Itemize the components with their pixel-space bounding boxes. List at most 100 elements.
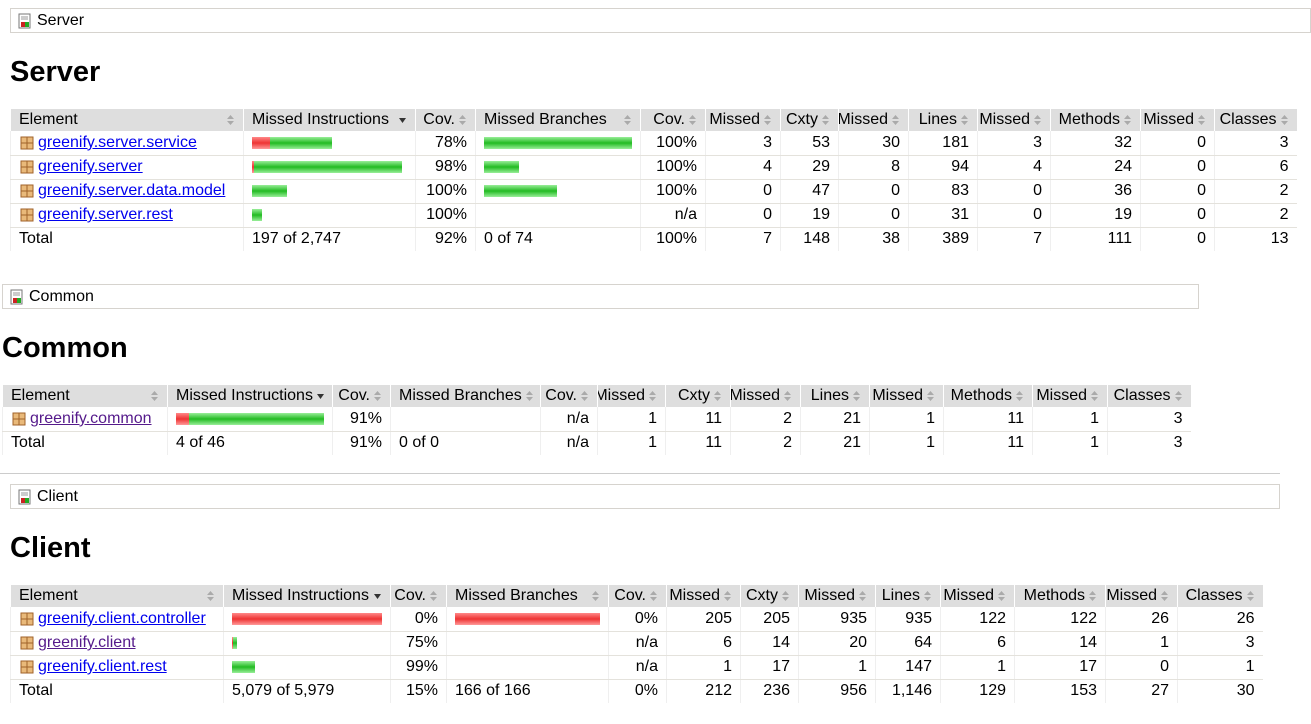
cell: n/a [540, 407, 598, 432]
total-row: Total 4 of 46 91% 0 of 0 n/a 1 11 2 21 1 11 1 3 [2, 431, 1191, 455]
column-header[interactable]: Classes [1107, 385, 1191, 407]
header-cell: Missed Branches [455, 587, 600, 605]
column-header[interactable]: Missed [838, 109, 909, 131]
header-cell: Missed [840, 111, 900, 129]
total-cell: 91% [332, 431, 391, 455]
column-header[interactable]: Cov. [390, 585, 447, 607]
column-header[interactable]: Cov. [640, 109, 706, 131]
package-link[interactable]: greenify.server [38, 158, 143, 175]
coverage-bar [252, 185, 407, 197]
cell: 1 [597, 407, 666, 432]
cell: 1 [940, 655, 1015, 680]
header-label: Missed Instructions [232, 587, 369, 604]
package-link[interactable]: greenify.server.rest [38, 206, 173, 223]
column-header[interactable]: Missed Branches [475, 109, 641, 131]
column-header[interactable]: Lines [875, 585, 941, 607]
header-label: Cov. [394, 587, 426, 604]
cell: 0 [838, 179, 909, 204]
cell: 0 [705, 179, 781, 204]
column-header[interactable]: Missed Instructions [223, 585, 391, 607]
header-label: Lines [918, 111, 957, 128]
covered-bar [254, 161, 402, 173]
header-label: Missed [669, 587, 720, 604]
column-header[interactable]: Methods [1050, 109, 1141, 131]
column-header[interactable]: Methods [1014, 585, 1106, 607]
header-cell: Cov. [614, 587, 658, 605]
total-cell: 13 [1214, 227, 1297, 251]
element-cell: greenify.common [2, 407, 168, 432]
column-header[interactable]: Cxty [780, 109, 839, 131]
column-header[interactable]: Missed [940, 585, 1015, 607]
instructions-bar-cell [243, 179, 416, 204]
cell: 99% [390, 655, 447, 680]
package-link[interactable]: greenify.server.service [38, 133, 197, 151]
cell: 1 [798, 655, 876, 680]
package-link[interactable]: greenify.common [30, 409, 152, 427]
column-header[interactable]: Missed Instructions [167, 385, 333, 407]
column-header[interactable]: Cov. [415, 109, 476, 131]
column-header[interactable]: Lines [800, 385, 870, 407]
table-header: Element Missed Instructions Cov. Missed Bra… [10, 109, 1297, 131]
column-header[interactable]: Lines [908, 109, 978, 131]
cell: 2 [1214, 179, 1297, 204]
column-header[interactable]: Cxty [665, 385, 731, 407]
header-cell: Cxty [746, 587, 790, 605]
cell: 935 [798, 607, 876, 632]
header-cell: Missed [1107, 587, 1169, 605]
cell: 3 [1107, 407, 1191, 432]
package-row: greenify.server 98% 100% 4 29 8 94 4 24 0 6 [10, 155, 1297, 180]
column-header[interactable]: Missed [730, 385, 801, 407]
package-row: greenify.server.data.model 100% 100% 0 47 0 83… [10, 179, 1297, 204]
package-link[interactable]: greenify.server.data.model [38, 182, 226, 199]
missed-bar [232, 612, 382, 625]
covered-bar [252, 185, 287, 197]
cell: 0 [1140, 155, 1215, 180]
cell: n/a [640, 203, 706, 228]
breadcrumb: Server [10, 8, 1311, 33]
column-header[interactable]: Methods [943, 385, 1033, 407]
cell: 94 [908, 155, 978, 180]
header-label: Missed Branches [455, 587, 578, 604]
header-cell: Missed [599, 387, 657, 405]
package-link[interactable]: greenify.client.controller [38, 609, 206, 627]
column-header[interactable]: Cxty [740, 585, 799, 607]
header-cell: Cov. [545, 387, 589, 405]
column-header[interactable]: Missed [977, 109, 1051, 131]
total-cell: 7 [977, 227, 1051, 251]
column-header[interactable]: Missed [1032, 385, 1108, 407]
instructions-bar-cell [223, 655, 391, 680]
header-label: Cov. [338, 387, 370, 404]
column-header[interactable]: Missed [869, 385, 944, 407]
coverage-bar [484, 136, 632, 149]
package-link[interactable]: greenify.client.rest [38, 658, 167, 675]
cell: 6 [666, 631, 741, 656]
cell: n/a [608, 655, 667, 680]
column-header[interactable]: Cov. [540, 385, 598, 407]
column-header[interactable]: Element [10, 585, 224, 607]
column-header[interactable]: Missed Instructions [243, 109, 416, 131]
cell: 100% [415, 179, 476, 204]
column-header[interactable]: Missed Branches [390, 385, 541, 407]
missed-bar [455, 612, 600, 625]
column-header[interactable]: Element [2, 385, 168, 407]
column-header[interactable]: Missed [1105, 585, 1178, 607]
header-cell: Element [19, 587, 215, 605]
column-header[interactable]: Missed Branches [446, 585, 609, 607]
total-cell: 0 [1140, 227, 1215, 251]
column-header[interactable]: Element [10, 109, 244, 131]
column-header[interactable]: Missed [798, 585, 876, 607]
column-header[interactable]: Missed [597, 385, 666, 407]
column-header[interactable]: Missed [666, 585, 741, 607]
column-header[interactable]: Missed [1140, 109, 1215, 131]
column-header[interactable]: Classes [1177, 585, 1263, 607]
total-row: Total 5,079 of 5,979 15% 166 of 166 0% 212 236… [10, 679, 1263, 703]
column-header[interactable]: Missed [705, 109, 781, 131]
header-cell: Methods [1059, 111, 1132, 129]
branches-bar-cell [475, 179, 641, 204]
covered-bar [484, 161, 519, 173]
column-header[interactable]: Classes [1214, 109, 1297, 131]
package-link[interactable]: greenify.client [38, 634, 136, 651]
column-header[interactable]: Cov. [332, 385, 391, 407]
element-cell: greenify.client [10, 631, 224, 656]
column-header[interactable]: Cov. [608, 585, 667, 607]
